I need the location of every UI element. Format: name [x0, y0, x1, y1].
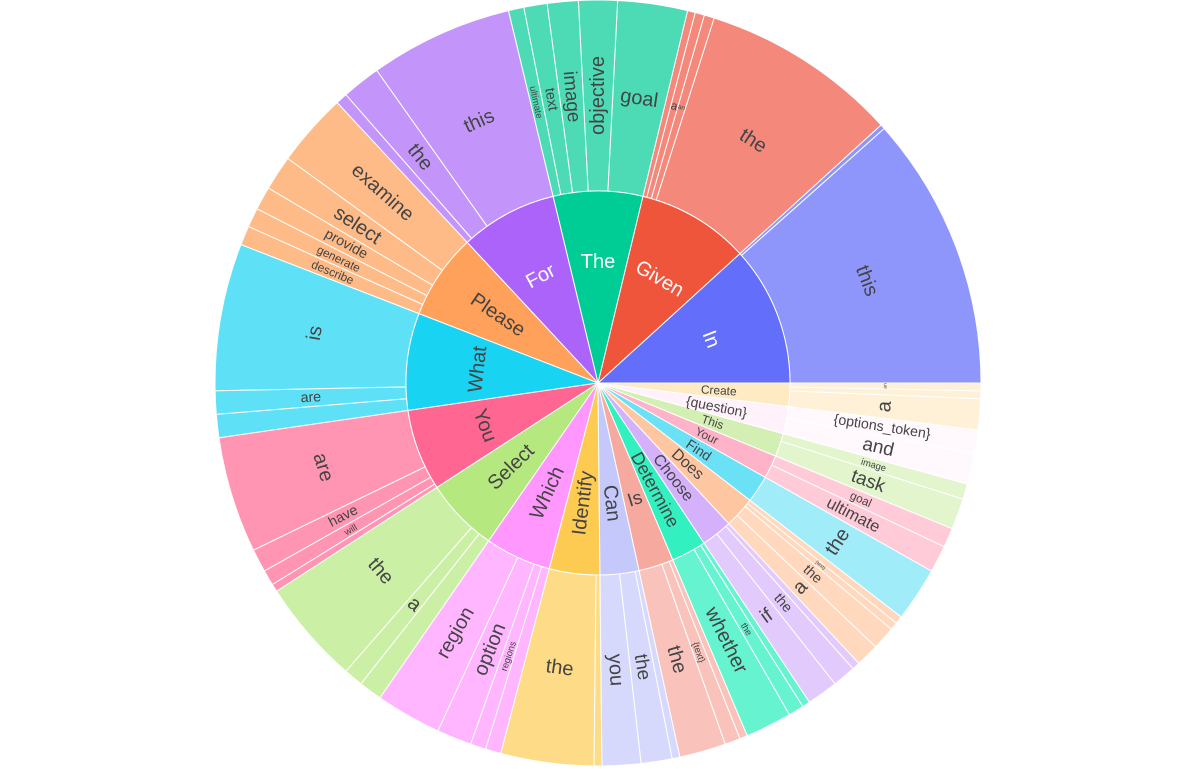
sector-is[interactable] — [597, 382, 674, 572]
inner-ring — [405, 190, 791, 576]
sector-does[interactable] — [597, 382, 751, 525]
sector-find[interactable] — [597, 382, 766, 501]
sector-create[interactable] — [597, 382, 791, 408]
sector-question[interactable] — [597, 382, 790, 435]
sector-this[interactable] — [597, 382, 784, 457]
sector-select[interactable] — [436, 382, 599, 542]
sector-the[interactable] — [552, 190, 644, 384]
sector-choose[interactable] — [597, 382, 730, 544]
sector-identify[interactable] — [548, 382, 601, 576]
outer-ring — [214, 0, 982, 767]
sector-you[interactable] — [407, 382, 599, 489]
sector-given[interactable] — [597, 195, 741, 385]
sector-your[interactable] — [597, 382, 777, 478]
sector-determine[interactable] — [597, 382, 705, 561]
sector-please[interactable] — [418, 241, 599, 384]
sector-what[interactable] — [405, 312, 600, 412]
sector-which[interactable] — [487, 382, 599, 570]
sector-for[interactable] — [466, 195, 599, 385]
